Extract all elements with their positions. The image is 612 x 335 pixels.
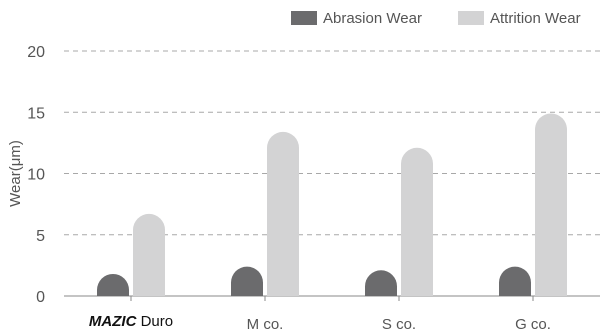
bar-abrasion — [231, 266, 263, 296]
bar-attrition — [401, 147, 433, 296]
y-tick-label: 10 — [27, 167, 45, 184]
bar-abrasion — [97, 273, 129, 296]
y-tick-label: 15 — [27, 105, 45, 122]
legend-swatch — [458, 11, 484, 25]
x-tick-label: M co. — [247, 316, 284, 333]
x-tick-label: G co. — [515, 316, 551, 333]
legend-swatch — [291, 11, 317, 25]
bar-attrition — [133, 213, 165, 296]
bar-attrition — [535, 113, 567, 296]
bar-attrition — [267, 131, 299, 296]
brand-name: MAZIC — [89, 313, 138, 330]
product-name: Duro — [136, 313, 173, 330]
y-tick-label: 5 — [36, 228, 45, 245]
bar-abrasion — [365, 270, 397, 296]
legend-label: Abrasion Wear — [323, 10, 422, 27]
legend-label: Attrition Wear — [490, 10, 581, 27]
bar-abrasion — [499, 266, 531, 296]
y-tick-label: 20 — [27, 44, 45, 61]
y-axis-label: Wear(μm) — [7, 140, 24, 207]
y-tick-label: 0 — [36, 289, 45, 306]
x-tick-label: MAZIC Duro — [89, 313, 173, 330]
x-tick-label: S co. — [382, 316, 416, 333]
